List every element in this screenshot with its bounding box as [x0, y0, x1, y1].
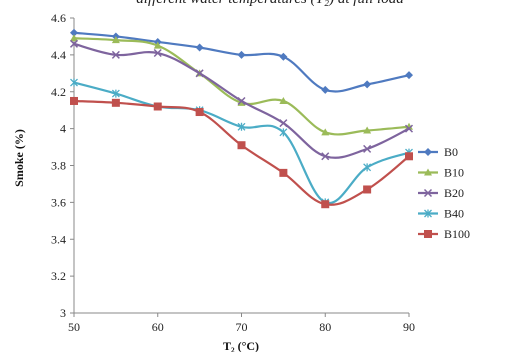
data-point-b0 — [70, 28, 78, 37]
figure-caption: different water temperatures (T₂) at ful… — [70, 0, 470, 8]
data-point-b20 — [111, 50, 120, 59]
data-point-b10 — [405, 122, 413, 130]
y-tick-label: 3.8 — [51, 159, 66, 173]
legend-item-b10: B10 — [418, 166, 464, 180]
data-point-b100 — [405, 152, 413, 161]
legend-label-b40: B40 — [444, 207, 464, 221]
data-point-b0 — [195, 43, 204, 52]
x-tick-labels: 50 60 70 80 90 — [68, 320, 415, 334]
x-tick-label: 80 — [319, 320, 331, 334]
legend-item-b40: B40 — [418, 207, 464, 221]
data-point-b10 — [363, 126, 372, 134]
x-tick-label: 60 — [152, 320, 164, 334]
data-point-b100 — [195, 108, 204, 117]
legend-marker-b20 — [423, 188, 433, 198]
legend-marker-b40 — [424, 209, 432, 218]
legend-label-b100: B100 — [444, 227, 470, 241]
data-point-b100 — [70, 96, 78, 105]
data-point-b100 — [321, 200, 330, 209]
data-point-b20 — [321, 152, 330, 161]
data-point-b100 — [279, 168, 288, 177]
legend-item-b100: B100 — [418, 227, 470, 241]
data-point-b0 — [321, 85, 330, 94]
series-line-b40 — [73, 81, 410, 205]
x-axis-label: T₂ (°C) — [223, 339, 259, 352]
data-point-b20 — [153, 49, 162, 58]
data-point-b10 — [70, 34, 78, 42]
legend-marker-b100 — [424, 230, 432, 238]
legend-marker-b10 — [424, 168, 432, 176]
data-point-b10 — [111, 36, 120, 44]
data-point-b0 — [237, 50, 246, 59]
data-point-b100 — [237, 141, 246, 150]
legend-item-b0: B0 — [418, 145, 458, 159]
data-point-b10 — [321, 128, 330, 136]
data-point-b40 — [70, 78, 78, 87]
data-point-b0 — [279, 52, 288, 61]
data-point-b100 — [363, 185, 372, 194]
legend-label-b10: B10 — [444, 166, 464, 180]
legend-label-b20: B20 — [444, 186, 464, 200]
x-tick-label: 50 — [68, 320, 80, 334]
y-tick-label: 3.6 — [51, 195, 66, 209]
series-b20 — [69, 39, 414, 161]
series-b10 — [70, 34, 413, 136]
data-point-b10 — [153, 41, 162, 49]
data-point-b20 — [404, 124, 414, 133]
data-point-b0 — [405, 71, 413, 80]
legend-label-b0: B0 — [444, 145, 458, 159]
y-tick-label: 4.4 — [51, 48, 66, 62]
legend-marker-b0 — [424, 148, 432, 156]
y-tick-label: 3 — [60, 306, 66, 320]
data-point-b20 — [279, 119, 288, 128]
data-point-b20 — [237, 96, 246, 105]
data-point-b40 — [237, 122, 246, 131]
chart-axes — [70, 17, 410, 317]
data-point-b20 — [69, 39, 79, 48]
data-point-b40 — [363, 163, 372, 172]
legend-item-b20: B20 — [418, 186, 464, 200]
series-b0 — [70, 28, 413, 94]
y-tick-label: 4 — [60, 122, 66, 136]
series-lines — [69, 28, 414, 209]
y-tick-label: 3.4 — [51, 232, 66, 246]
data-point-b10 — [237, 98, 246, 106]
y-tick-label: 3.2 — [51, 269, 66, 283]
data-point-b20 — [363, 144, 372, 153]
legend: B0 B10 B20 B40 B100 — [418, 145, 470, 241]
series-b100 — [70, 96, 413, 209]
y-axis-label: Smoke (%) — [12, 129, 26, 187]
y-tick-labels: 3 3.2 3.4 3.6 3.8 4 4.2 4.4 4.6 — [51, 11, 66, 320]
x-tick-label: 90 — [403, 320, 415, 334]
data-point-b100 — [153, 102, 162, 111]
data-point-b0 — [363, 80, 372, 89]
y-tick-label: 4.6 — [51, 11, 66, 25]
data-point-b10 — [279, 96, 288, 104]
data-point-b100 — [111, 98, 120, 107]
y-tick-label: 4.2 — [51, 85, 66, 99]
data-point-b40 — [279, 128, 288, 137]
x-tick-label: 70 — [236, 320, 248, 334]
data-point-b40 — [111, 89, 120, 98]
data-point-b20 — [195, 69, 204, 78]
